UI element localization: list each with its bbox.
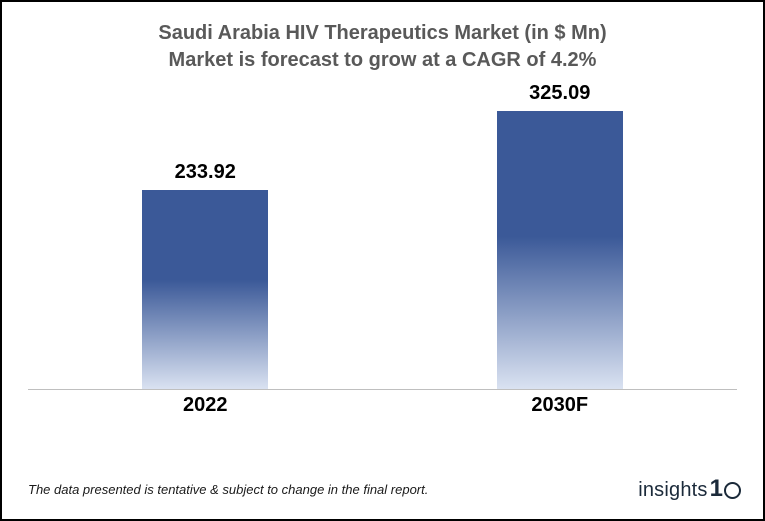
bar-value-0: 233.92: [175, 161, 236, 184]
title-block: Saudi Arabia HIV Therapeutics Market (in…: [28, 20, 737, 74]
bar-group-1: 325.09: [383, 82, 738, 390]
footnote-text: The data presented is tentative & subjec…: [28, 482, 428, 497]
x-label-1: 2030F: [383, 394, 738, 417]
bar-0: [142, 190, 268, 391]
x-axis-line: [28, 389, 737, 390]
chart-area: 233.92 325.09 2022 2030F: [28, 82, 737, 422]
title-line-1: Saudi Arabia HIV Therapeutics Market (in…: [28, 20, 737, 47]
brand-number: 1: [710, 475, 741, 503]
x-label-0: 2022: [28, 394, 383, 417]
brand-ring-icon: [724, 482, 741, 499]
bar-1: [497, 111, 623, 390]
title-line-2: Market is forecast to grow at a CAGR of …: [28, 47, 737, 74]
brand-logo: insights 1: [638, 475, 741, 503]
brand-digit-one: 1: [710, 475, 723, 503]
bar-value-1: 325.09: [529, 82, 590, 105]
brand-word: insights: [638, 479, 707, 502]
bar-group-0: 233.92: [28, 161, 383, 391]
chart-card: Saudi Arabia HIV Therapeutics Market (in…: [0, 0, 765, 521]
x-axis-labels: 2022 2030F: [28, 394, 737, 422]
bars-container: 233.92 325.09: [28, 90, 737, 390]
